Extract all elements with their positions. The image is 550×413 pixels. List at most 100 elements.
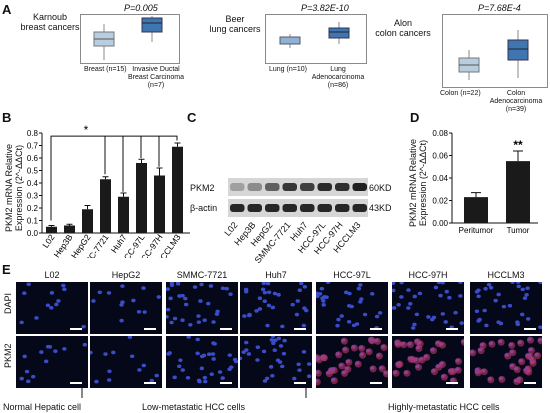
scale-bar (294, 382, 306, 384)
nucleus (97, 290, 102, 295)
nucleus (199, 282, 204, 287)
scale-bar (370, 382, 382, 384)
pkm2-signal (474, 369, 482, 377)
nucleus (440, 312, 446, 316)
nucleus (136, 309, 142, 314)
category-label-2b: Lung Adenocarcinoma (n=86) (305, 66, 371, 90)
nucleus (269, 338, 274, 342)
nucleus (266, 290, 272, 295)
dapi-micrograph (240, 282, 312, 334)
nucleus (346, 320, 352, 324)
nucleus (477, 317, 482, 322)
pkm2-signal (454, 366, 462, 374)
nucleus (120, 284, 125, 288)
panel-label-b: B (2, 110, 12, 125)
nucleus (103, 352, 108, 356)
pkm2-signal (330, 366, 338, 374)
nucleus (510, 282, 515, 284)
pkm2-signal (498, 375, 506, 383)
nucleus (280, 324, 285, 329)
nucleus (370, 291, 375, 296)
pkm2-signal (403, 369, 411, 377)
pkm2-signal (395, 361, 403, 369)
pkm2-signal (368, 337, 376, 345)
nucleus (180, 318, 185, 323)
pkm2-signal (415, 363, 423, 371)
nucleus (268, 365, 274, 369)
nucleus (62, 287, 67, 292)
pkm2-micrograph (166, 336, 238, 388)
nucleus (436, 282, 442, 285)
y-tick-label: 0.8 (27, 129, 39, 138)
pkm2-micrograph (240, 336, 312, 388)
band-pkm2 (300, 183, 315, 191)
category-label-1b: Invasive Ductal Breast Carcinoma (n=7) (126, 66, 186, 90)
nucleus (392, 282, 396, 285)
nucleus (496, 292, 501, 297)
pkm2-signal (523, 367, 531, 375)
cell-line-label: HCC-97H (408, 270, 448, 280)
nucleus (22, 291, 27, 296)
nucleus (377, 311, 383, 315)
nucleus (214, 312, 220, 316)
nucleus (444, 289, 449, 294)
bar (506, 161, 530, 223)
nucleus (520, 312, 525, 317)
group-label-high: Highly-metastatic HCC cells (388, 402, 500, 412)
pkm2-signal (435, 363, 443, 371)
significance-star: * (84, 123, 89, 137)
nucleus (43, 359, 49, 364)
nucleus (516, 284, 521, 289)
nucleus (91, 299, 96, 303)
nucleus (474, 309, 480, 314)
y-tick-label: 0.4 (27, 179, 39, 188)
nucleus (192, 285, 198, 289)
nucleus (339, 314, 344, 318)
nucleus (210, 352, 216, 356)
nucleus (302, 285, 308, 289)
pkm2-signal (488, 340, 496, 348)
dapi-micrograph (16, 282, 88, 334)
band-actin (300, 204, 315, 212)
nucleus (260, 287, 266, 292)
nucleus (336, 317, 341, 322)
panel-a-plot-1: Karnoub breast cancers P=0.005 Breast (n… (0, 0, 184, 100)
category-label-line: Colon Adenocarcinoma (489, 90, 543, 105)
band-actin (230, 204, 245, 212)
nucleus (198, 299, 203, 303)
pkm2-signal (504, 352, 512, 360)
bar (82, 209, 93, 233)
dapi-micrograph (166, 282, 238, 334)
scale-bar (220, 382, 232, 384)
pkm2-signal (335, 351, 343, 359)
category-label-line: Lung Adenocarcinoma (311, 66, 365, 81)
scale-bar (144, 328, 156, 330)
nucleus (270, 336, 276, 338)
nucleus (203, 379, 208, 384)
nucleus (177, 294, 182, 298)
panel-label-e: E (2, 262, 11, 277)
nucleus (408, 302, 413, 306)
nucleus (507, 303, 513, 308)
nucleus (82, 342, 88, 347)
nucleus (476, 294, 481, 299)
pkm2-signal (415, 345, 423, 353)
nucleus (525, 286, 530, 290)
significance-bracket (50, 135, 178, 221)
nucleus (321, 299, 326, 303)
nucleus (296, 362, 301, 367)
nucleus (149, 378, 155, 383)
y-tick-label: 0.6 (27, 154, 39, 163)
panel-a-plot-3: Alon colon cancers P=7.68E-4 Colon (n=22… (368, 0, 550, 113)
nucleus (54, 302, 59, 307)
y-tick-label: 0.1 (27, 217, 39, 226)
nucleus (242, 314, 247, 318)
band-pkm2 (247, 183, 262, 191)
pkm2-signal (338, 362, 346, 370)
pkm2-signal (537, 337, 542, 345)
nucleus (426, 315, 431, 319)
pkm2-signal (342, 346, 350, 354)
nucleus (26, 379, 31, 384)
scale-bar (446, 328, 458, 330)
plot-title-2: Beer lung cancers (205, 14, 265, 34)
